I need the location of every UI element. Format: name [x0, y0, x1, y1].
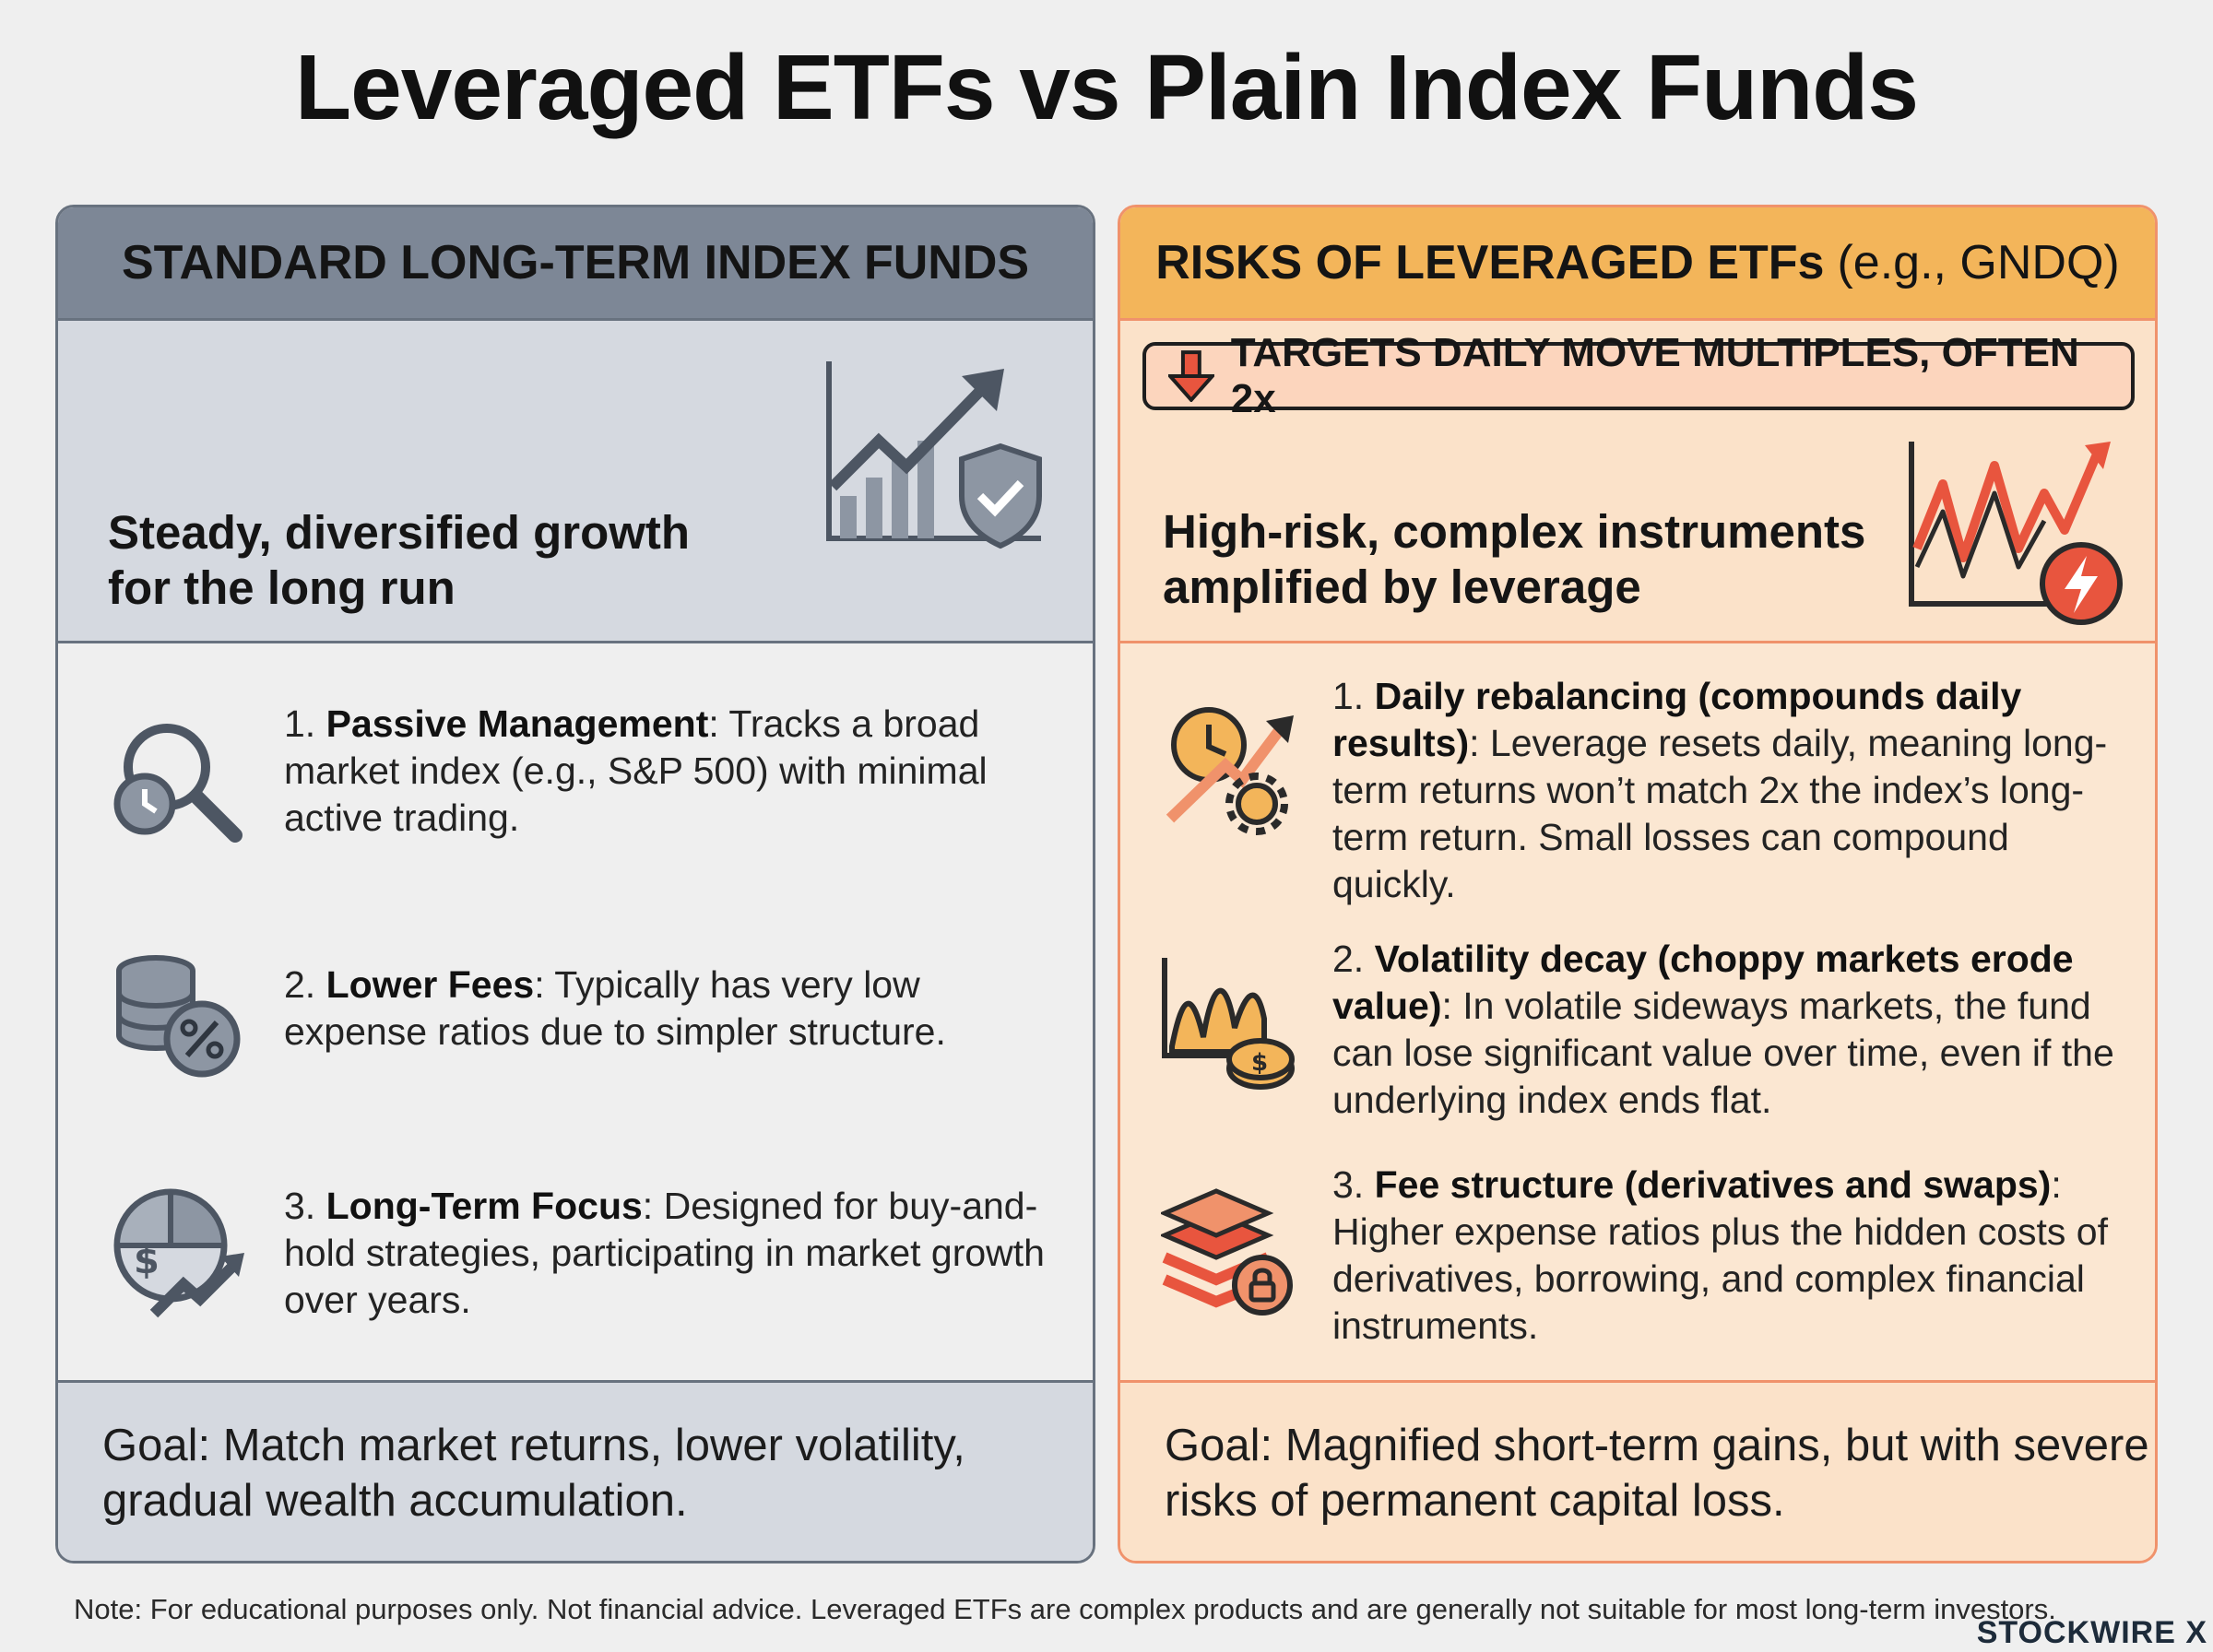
page-title: Leveraged ETFs vs Plain Index Funds — [295, 36, 1919, 139]
pie-growth-icon: $ — [113, 1188, 244, 1318]
daily-multiple-banner: TARGETS DAILY MOVE MULTIPLES, OFTEN 2x — [1142, 330, 2135, 421]
coins-percent-icon — [116, 955, 241, 1078]
leveraged-item-2-text: 2. Volatility decay (choppy markets erod… — [1332, 938, 2114, 1121]
leveraged-etf-header: RISKS OF LEVERAGED ETFs (e.g., GNDQ) — [1120, 207, 2155, 321]
index-funds-tagline: Steady, diversified growth for the long … — [108, 506, 691, 614]
down-arrow-icon — [1168, 350, 1214, 402]
index-funds-goal: Goal: Match market returns, lower volati… — [58, 1380, 1093, 1561]
layers-lock-icon — [1161, 1188, 1293, 1316]
index-funds-header: STANDARD LONG-TERM INDEX FUNDS — [58, 207, 1093, 321]
volatile-chart-lightning-icon — [1909, 442, 2123, 625]
svg-text:$: $ — [134, 1240, 160, 1282]
leveraged-item-3-text: 3. Fee structure (derivatives and swaps)… — [1332, 1163, 2109, 1347]
leveraged-item-1-text: 1. Daily rebalancing (compounds daily re… — [1332, 675, 2108, 905]
disclaimer-note: Note: For educational purposes only. Not… — [74, 1593, 2056, 1625]
leveraged-etf-tagline: High-risk, complex instruments amplified… — [1163, 505, 1866, 613]
clock-gear-icon — [1166, 707, 1294, 835]
index-item-2-text: 2. Lower Fees: Typically has very low ex… — [284, 963, 946, 1053]
index-funds-hero: Steady, diversified growth for the long … — [58, 321, 1093, 643]
magnifier-clock-icon — [113, 724, 243, 843]
brand-logo: STOCKWIRE X — [1976, 1615, 2207, 1650]
index-funds-panel: STANDARD LONG-TERM INDEX FUNDS Steady, d… — [55, 205, 1095, 1564]
growth-shield-icon — [826, 361, 1042, 549]
index-item-3-text: 3. Long-Term Focus: Designed for buy-and… — [284, 1185, 1045, 1321]
wave-chart-coin-icon: $ — [1162, 958, 1295, 1090]
svg-text:$: $ — [1251, 1049, 1268, 1077]
leveraged-etf-goal: Goal: Magnified short-term gains, but wi… — [1120, 1380, 2155, 1561]
index-item-1-text: 1. Passive Management: Tracks a broad ma… — [284, 702, 988, 839]
leveraged-etf-panel: RISKS OF LEVERAGED ETFs (e.g., GNDQ) TARG… — [1118, 205, 2158, 1564]
